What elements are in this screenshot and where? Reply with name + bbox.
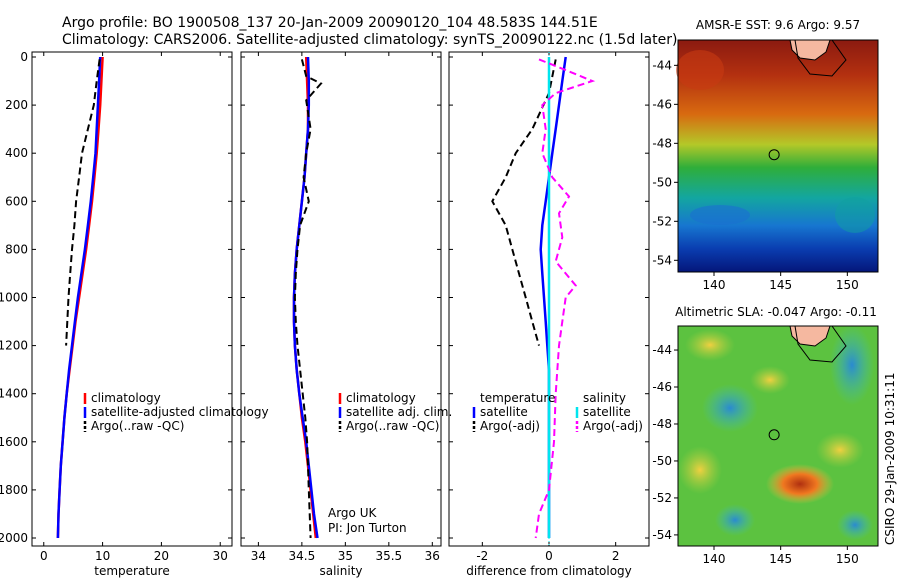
sla-anomaly <box>715 504 755 536</box>
sst-map-axes: 140 145 150 -44 -46 -48 -50 -52 -54 <box>652 58 858 292</box>
x-tick-label: 2 <box>612 549 620 563</box>
map-x-tick-label: 150 <box>836 552 859 566</box>
legend-label: satellite-adjusted climatology <box>91 405 269 419</box>
series-line <box>534 58 596 539</box>
map-x-tick-label: 140 <box>703 278 726 292</box>
credit-line-2: PI: Jon Turton <box>328 521 407 535</box>
sla-anomaly <box>830 325 874 405</box>
map-x-tick-label: 145 <box>769 552 792 566</box>
map-y-tick-label: -46 <box>652 380 672 394</box>
map-x-tick-label: 145 <box>769 278 792 292</box>
sla-anomaly <box>816 432 864 468</box>
legend-label: satellite <box>480 405 528 419</box>
map-y-tick-label: -52 <box>652 491 672 505</box>
legend-label: climatology <box>91 391 161 405</box>
map-x-tick-label: 140 <box>703 552 726 566</box>
map-y-tick-label: -54 <box>652 253 672 267</box>
x-tick-label: 0 <box>545 549 553 563</box>
x-tick-label: 35 <box>338 549 353 563</box>
y-tick-label: 1000 <box>0 291 28 305</box>
series-line <box>65 59 101 346</box>
x-tick-label: 20 <box>154 549 169 563</box>
legend-label: salinity <box>583 391 626 405</box>
y-tick-label: 0 <box>20 50 28 64</box>
sla-anomaly <box>685 329 735 361</box>
map-y-tick-label: -52 <box>652 214 672 228</box>
map-y-tick-label: -48 <box>652 136 672 150</box>
x-axis-label: difference from climatology <box>466 564 632 578</box>
sla-anomaly <box>678 446 722 494</box>
map-y-tick-label: -44 <box>652 343 672 357</box>
legend-label: Argo(..raw -QC) <box>346 419 439 433</box>
legend-label: Argo(-adj) <box>583 419 643 433</box>
legend-label: satellite adj. clim. <box>346 405 452 419</box>
credit-line-1: Argo UK <box>328 506 377 520</box>
x-tick-label: 34.5 <box>289 549 316 563</box>
sla-anomaly <box>766 464 834 504</box>
header-line-2: Climatology: CARS2006. Satellite-adjuste… <box>62 32 677 48</box>
x-tick-label: 30 <box>213 549 228 563</box>
sla-map <box>677 325 879 547</box>
sst-cool-patch <box>835 197 875 233</box>
series-line <box>491 59 557 346</box>
sst-warm-patch <box>676 50 724 90</box>
series-line <box>292 56 319 539</box>
y-tick-label: 600 <box>5 194 28 208</box>
x-tick-label: 34 <box>251 549 266 563</box>
sst-map-frame <box>677 39 879 273</box>
sla-argo-marker <box>768 429 780 441</box>
series-line <box>292 56 318 539</box>
temperature-frame <box>31 51 233 547</box>
sst-argo-marker <box>768 149 780 161</box>
legend-label: Argo(..raw -QC) <box>91 419 184 433</box>
x-tick-label: 0 <box>40 549 48 563</box>
map-y-tick-label: -46 <box>652 97 672 111</box>
map-y-tick-label: -48 <box>652 417 672 431</box>
legend-label: temperature <box>480 391 555 405</box>
x-tick-label: 10 <box>95 549 110 563</box>
legend-label: satellite <box>583 405 631 419</box>
y-tick-label: 1800 <box>0 483 28 497</box>
series-line <box>56 56 102 539</box>
sst-map <box>676 39 879 273</box>
x-tick-label: 35.5 <box>375 549 402 563</box>
temperature-panel: 0 200 400 600 800 1000 1200 1400 1600 1800 2000 0 10… <box>0 50 269 578</box>
y-tick-label: 200 <box>5 98 28 112</box>
timestamp-side-label: CSIRO 29-Jan-2009 10:31:11 <box>883 373 897 545</box>
x-axis-label: salinity <box>319 564 362 578</box>
map-y-tick-label: -50 <box>652 454 672 468</box>
legend-label: climatology <box>346 391 416 405</box>
sla-anomaly <box>837 510 873 540</box>
series-line <box>293 59 323 539</box>
map-x-tick-label: 150 <box>836 278 859 292</box>
map-y-tick-label: -54 <box>652 528 672 542</box>
x-tick-label: -2 <box>476 549 488 563</box>
sla-map-title: Altimetric SLA: -0.047 Argo: -0.11 <box>675 305 877 319</box>
map-y-tick-label: -50 <box>652 175 672 189</box>
salinity-panel: 34 34.5 35 35.5 36 salinity climatologysatelli… <box>240 51 452 578</box>
sla-anomaly <box>750 366 790 394</box>
x-axis-label: temperature <box>94 564 169 578</box>
map-y-tick-label: -44 <box>652 58 672 72</box>
legend-label: Argo(-adj) <box>480 419 540 433</box>
y-tick-label: 400 <box>5 146 28 160</box>
y-tick-label: 2000 <box>0 531 28 545</box>
y-tick-label: 800 <box>5 242 28 256</box>
sst-blue-patch <box>690 205 750 225</box>
header-line-1: Argo profile: BO 1900508_137 20-Jan-2009… <box>62 15 598 31</box>
y-tick-label: 1600 <box>0 435 28 449</box>
y-tick-label: 1400 <box>0 387 28 401</box>
x-tick-label: 36 <box>425 549 440 563</box>
sla-anomaly <box>702 384 758 432</box>
sla-map-frame <box>677 325 879 547</box>
salinity-frame <box>240 51 442 547</box>
sla-map-axes: 140 145 150 -44 -46 -48 -50 -52 -54 <box>652 343 858 566</box>
series-line <box>539 56 567 538</box>
y-tick-label: 1200 <box>0 339 28 353</box>
sst-map-title: AMSR-E SST: 9.6 Argo: 9.57 <box>696 18 860 32</box>
